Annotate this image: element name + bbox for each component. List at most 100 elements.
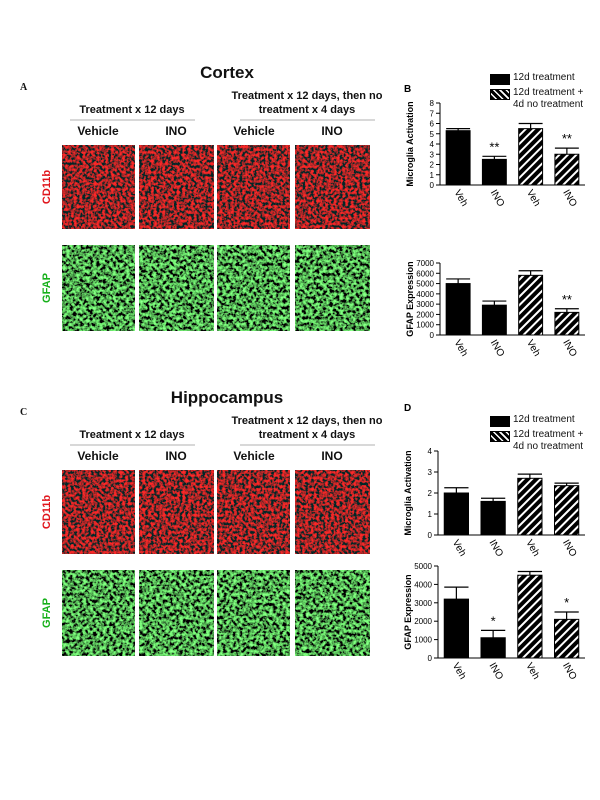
group-header: Treatment x 12 days <box>79 429 185 441</box>
row-label: GFAP <box>41 273 53 303</box>
bar <box>517 574 543 659</box>
bar <box>443 492 470 536</box>
y-tick-label: 1000 <box>414 636 432 645</box>
bar <box>481 158 507 186</box>
significance: * <box>491 613 496 628</box>
x-tick-label: Veh <box>524 188 542 208</box>
y-axis-label: GFAP Expression <box>403 574 413 649</box>
error-bar <box>480 629 506 638</box>
x-tick-label: Veh <box>523 661 541 681</box>
column-label: INO <box>321 449 343 463</box>
column-label: Vehicle <box>233 449 275 463</box>
micrograph <box>295 470 370 554</box>
legend-label: 12d treatment <box>513 72 575 83</box>
significance: ** <box>562 131 572 146</box>
error-bar <box>518 270 543 276</box>
error-bar <box>482 155 507 160</box>
bar <box>553 618 580 659</box>
micrograph <box>62 145 135 229</box>
error-bar <box>482 300 507 306</box>
row-label: CD11b <box>41 494 53 530</box>
row-label: GFAP <box>41 598 53 628</box>
x-tick-label: INO <box>488 338 507 359</box>
column-label: INO <box>165 124 187 138</box>
x-tick-label: INO <box>487 538 506 559</box>
micrograph <box>295 245 370 331</box>
x-tick-label: Veh <box>450 661 468 681</box>
y-tick-label: 5000 <box>416 280 434 289</box>
bar <box>554 153 580 186</box>
bar <box>443 598 470 659</box>
y-tick-label: 6000 <box>416 269 434 278</box>
y-axis-label: Microglia Activation <box>403 450 413 535</box>
error-bar <box>444 586 469 600</box>
legend-swatch <box>490 89 510 100</box>
column-label: INO <box>321 124 343 138</box>
column-label: INO <box>165 449 187 463</box>
micrograph <box>217 570 290 656</box>
y-tick-label: 5 <box>430 130 435 139</box>
column-label: Vehicle <box>77 449 119 463</box>
x-tick-label: INO <box>487 661 506 682</box>
section-title: Hippocampus <box>170 388 284 407</box>
bar <box>517 477 543 536</box>
error-bar <box>518 122 543 129</box>
group-header: Treatment x 12 days, then no treatment x… <box>231 90 383 116</box>
micrograph <box>217 470 290 554</box>
y-tick-label: 1 <box>430 171 435 180</box>
x-tick-label: Veh <box>452 188 470 208</box>
y-tick-label: 6 <box>430 120 435 129</box>
micrograph <box>139 145 214 229</box>
column-label: Vehicle <box>77 124 119 138</box>
y-tick-label: 4000 <box>414 580 432 589</box>
micrograph <box>217 145 290 229</box>
group-header: Treatment x 12 days, then no treatment x… <box>231 415 383 441</box>
error-bar <box>480 497 506 502</box>
significance: ** <box>562 292 572 307</box>
bar <box>480 500 506 536</box>
y-tick-label: 0 <box>430 181 435 190</box>
bar <box>553 485 580 536</box>
legend-label: 12d treatment <box>513 414 575 425</box>
panel-label: D <box>404 403 411 414</box>
micrograph <box>139 470 214 554</box>
y-tick-label: 2000 <box>416 310 434 319</box>
row-label: CD11b <box>41 169 53 205</box>
error-bar <box>554 611 579 620</box>
micrograph <box>139 570 214 656</box>
panel-label: C <box>20 407 28 418</box>
y-axis-label: Microglia Activation <box>405 101 415 186</box>
error-bar <box>446 128 471 131</box>
y-tick-label: 0 <box>430 331 435 340</box>
y-tick-label: 4 <box>428 447 433 456</box>
y-tick-label: 8 <box>430 99 435 108</box>
error-bar <box>517 570 543 576</box>
bar <box>480 637 506 659</box>
error-bar <box>446 278 471 284</box>
bar <box>445 283 471 336</box>
section-title: Cortex <box>200 63 254 82</box>
y-axis-label: GFAP Expression <box>405 261 415 336</box>
bar <box>554 311 580 336</box>
micrograph <box>217 245 290 331</box>
error-bar <box>517 473 543 479</box>
y-tick-label: 4000 <box>416 290 434 299</box>
x-tick-label: Veh <box>450 538 468 558</box>
legend-swatch <box>490 416 510 427</box>
bar <box>518 128 544 186</box>
y-tick-label: 0 <box>428 654 433 663</box>
panel-label: B <box>404 84 411 95</box>
error-bar <box>444 487 469 493</box>
micrograph <box>139 245 214 331</box>
y-tick-label: 2 <box>428 489 433 498</box>
legend-swatch <box>490 74 510 85</box>
legend-label: 12d treatment + 4d no treatment <box>513 87 584 110</box>
x-tick-label: INO <box>560 661 579 682</box>
y-tick-label: 4 <box>430 140 435 149</box>
micrograph <box>62 245 135 331</box>
y-tick-label: 2000 <box>414 617 432 626</box>
legend-label: 12d treatment + 4d no treatment <box>513 429 584 452</box>
bar <box>445 130 471 186</box>
x-tick-label: Veh <box>523 538 541 558</box>
